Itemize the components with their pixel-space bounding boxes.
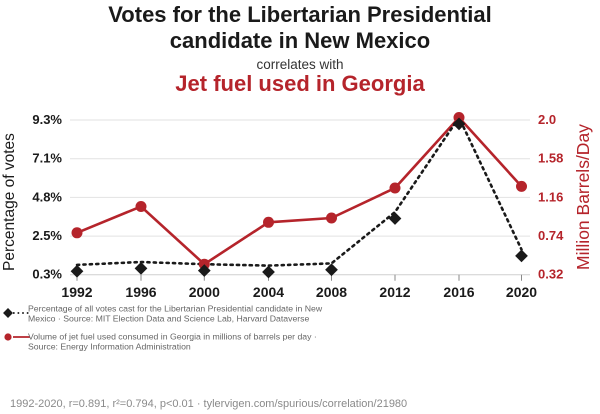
svg-text:1992: 1992	[61, 284, 92, 300]
svg-text:2008: 2008	[316, 284, 347, 300]
svg-text:2020: 2020	[506, 284, 537, 300]
svg-text:Volume of jet fuel used consum: Volume of jet fuel used consumed in Geor…	[28, 332, 317, 342]
svg-text:0.3%: 0.3%	[32, 267, 62, 282]
svg-text:Percentage of all votes cast f: Percentage of all votes cast for the Lib…	[28, 304, 323, 314]
svg-text:Mexico · Source: MIT Election: Mexico · Source: MIT Election Data and S…	[28, 314, 310, 324]
svg-text:2012: 2012	[379, 284, 410, 300]
svg-text:Source: Energy Information Adm: Source: Energy Information Administratio…	[28, 342, 191, 352]
svg-text:2016: 2016	[443, 284, 474, 300]
svg-text:0.74: 0.74	[538, 228, 564, 243]
svg-text:9.3%: 9.3%	[32, 112, 62, 127]
svg-text:1.16: 1.16	[538, 189, 563, 204]
svg-text:2.5%: 2.5%	[32, 228, 62, 243]
svg-text:7.1%: 7.1%	[32, 151, 62, 166]
svg-text:2.0: 2.0	[538, 112, 556, 127]
svg-text:2000: 2000	[189, 284, 220, 300]
svg-text:Percentage of votes: Percentage of votes	[1, 133, 18, 271]
svg-text:1996: 1996	[125, 284, 156, 300]
svg-text:1.58: 1.58	[538, 151, 563, 166]
svg-text:0.32: 0.32	[538, 267, 563, 282]
svg-text:Million Barrels/Day: Million Barrels/Day	[573, 124, 593, 270]
svg-text:2004: 2004	[253, 284, 284, 300]
svg-text:4.8%: 4.8%	[32, 189, 62, 204]
